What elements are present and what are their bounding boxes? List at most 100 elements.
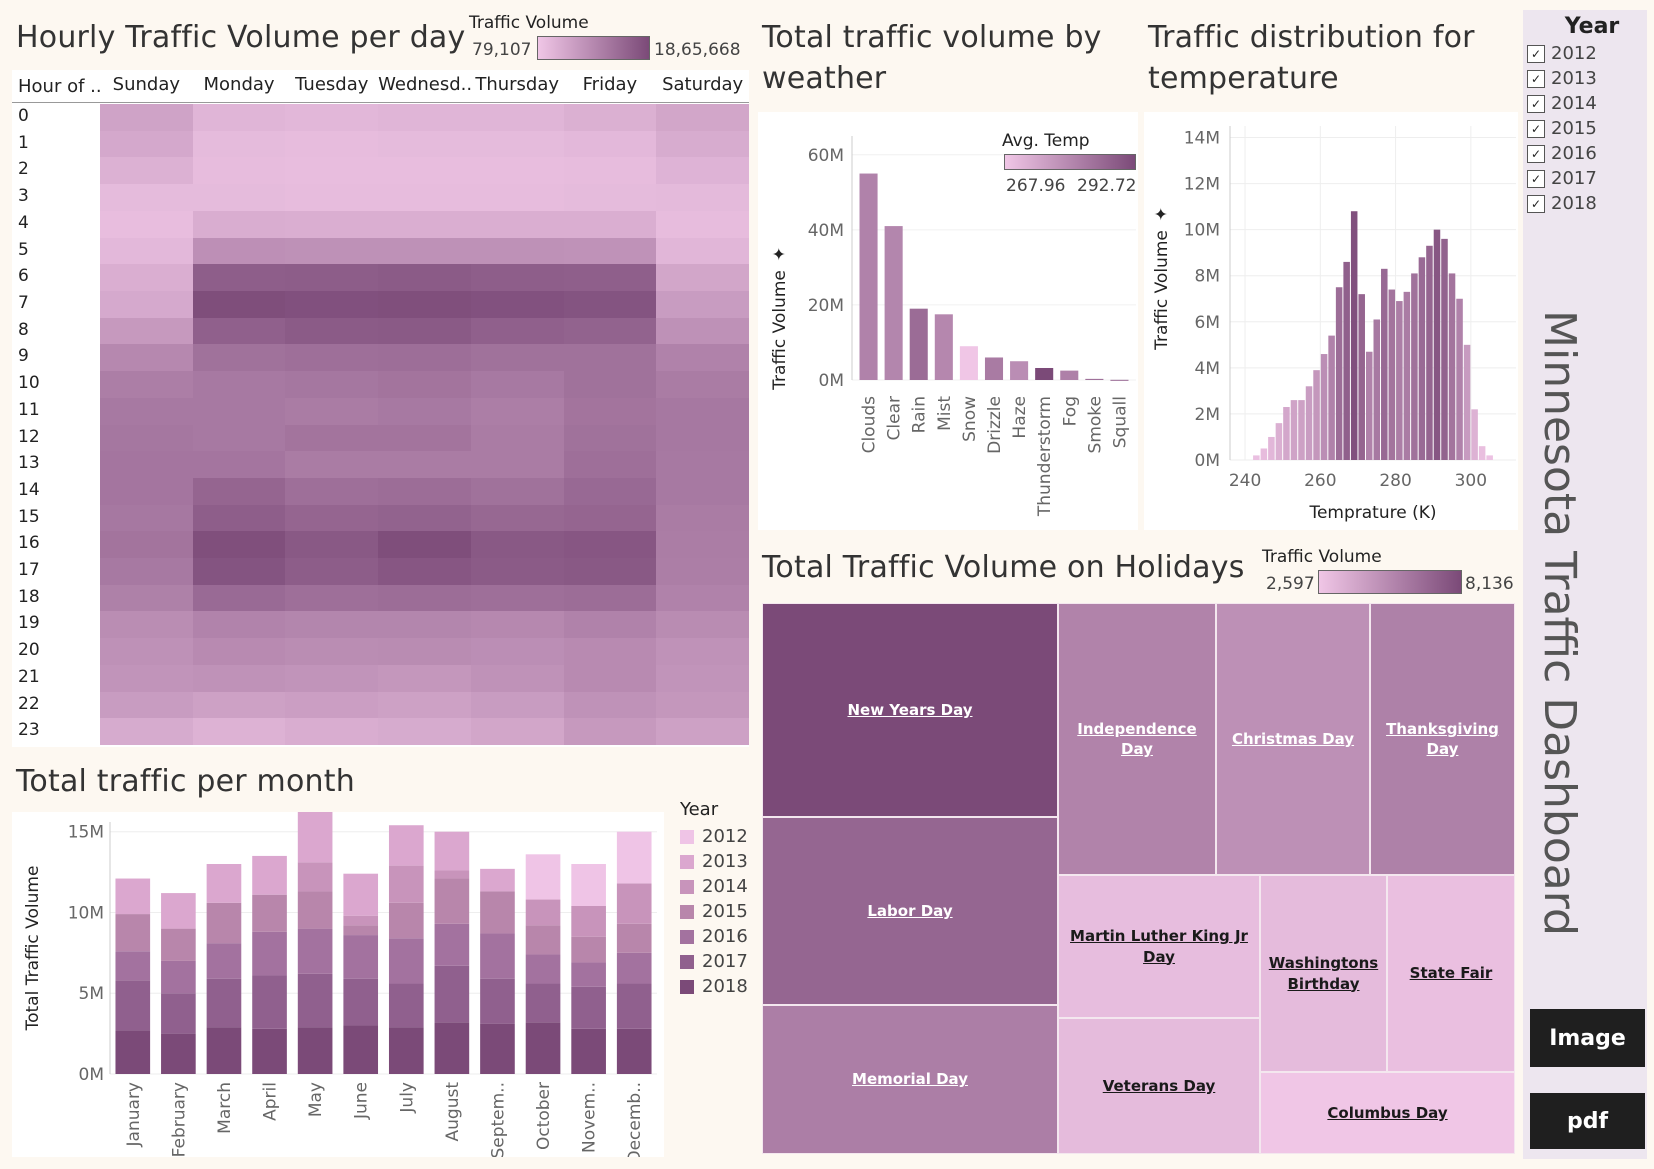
checkbox-icon[interactable]: ✓ [1527, 169, 1545, 188]
monthly-xtick: May [306, 1082, 326, 1117]
heatmap-cell [378, 558, 472, 586]
monthly-panel: 0M 5M 10M 15M Total Traffic Volume January Feb… [12, 810, 664, 1164]
monthly-bar-segment [480, 978, 515, 1024]
monthly-bar-segment [388, 983, 424, 1028]
monthly-bar-segment [252, 931, 287, 976]
monthly-bar-segment [206, 864, 242, 903]
heatmap-cell [378, 130, 472, 158]
legend-label: 2013 [702, 851, 748, 872]
monthly-bar-segment [571, 936, 606, 963]
weather-bar [1010, 361, 1029, 380]
monthly-bar-segment [525, 899, 561, 926]
checkbox-icon[interactable]: ✓ [1527, 194, 1545, 213]
monthly-bar-segment [388, 825, 424, 866]
temperature-bar [1313, 370, 1320, 460]
treemap-node[interactable]: New Years Day [762, 603, 1058, 817]
treemap-node[interactable]: Memorial Day [762, 1005, 1058, 1154]
treemap-node[interactable]: Christmas Day [1216, 603, 1370, 875]
treemap-node[interactable]: Veterans Day [1058, 1018, 1260, 1154]
treemap-node[interactable]: State Fair [1387, 875, 1515, 1072]
heatmap-cell [285, 104, 379, 132]
heatmap-cell [656, 424, 750, 452]
year-filter-option[interactable]: ✓ 2015 [1527, 116, 1647, 141]
temperature-bar [1381, 268, 1388, 460]
temperature-bar [1358, 294, 1365, 460]
year-filter-option[interactable]: ✓ 2018 [1527, 191, 1647, 216]
checkbox-icon[interactable]: ✓ [1527, 44, 1545, 63]
heatmap-cell [285, 237, 379, 265]
heatmap-cell [192, 397, 286, 425]
heatmap-cell [378, 451, 472, 479]
monthly-bar-segment [297, 973, 333, 1028]
treemap-node[interactable]: Independence Day [1058, 603, 1216, 875]
heatmap-day-header: Monday [203, 74, 275, 95]
treemap-node-label: Martin Luther King Jr Day [1070, 927, 1248, 966]
legend-label: 2018 [702, 976, 748, 997]
year-filter-option[interactable]: ✓ 2013 [1527, 66, 1647, 91]
year-filter-option[interactable]: ✓ 2014 [1527, 91, 1647, 116]
image-export-button[interactable]: Image [1530, 1009, 1645, 1067]
pin-icon: ✦ [770, 247, 790, 261]
temperature-bar [1418, 257, 1426, 460]
heatmap-panel: Hour of .. [12, 70, 750, 747]
monthly-bar-segment [343, 978, 379, 1026]
monthly-bar-segment [480, 868, 515, 892]
year-filter-label: 2012 [1551, 43, 1597, 64]
heatmap-hour-label: 22 [18, 693, 40, 714]
year-filter-option[interactable]: ✓ 2012 [1527, 41, 1647, 66]
treemap-node-label: Veterans Day [1102, 1076, 1216, 1095]
heatmap-cell [563, 664, 657, 693]
monthly-bar-segment [571, 906, 606, 937]
heatmap-cell [192, 664, 286, 693]
heatmap-cell [100, 638, 194, 666]
year-filter-option[interactable]: ✓ 2017 [1527, 166, 1647, 191]
heatmap-corner-header: Hour of .. [18, 76, 102, 97]
pdf-export-button[interactable]: pdf [1530, 1093, 1645, 1149]
checkbox-icon[interactable]: ✓ [1527, 119, 1545, 138]
heatmap-hour-label: 11 [18, 399, 40, 420]
temperature-bar [1486, 455, 1493, 460]
checkbox-icon[interactable]: ✓ [1527, 69, 1545, 88]
heatmap-cell [470, 558, 565, 586]
heatmap-cell [470, 264, 565, 292]
weather-xtick: Squall [1110, 396, 1130, 448]
monthly-bar-segment [525, 1022, 561, 1074]
heatmap-legend-title: Traffic Volume [469, 13, 589, 33]
monthly-bar-segment [571, 1028, 606, 1074]
monthly-xtick: March [215, 1082, 235, 1134]
year-filter-label: 2016 [1551, 143, 1597, 164]
heatmap-cell [563, 718, 657, 746]
weather-xtick: Haze [1010, 396, 1030, 439]
monthly-bar-segment [480, 933, 515, 979]
treemap-node[interactable]: Martin Luther King Jr Day [1058, 875, 1260, 1018]
heatmap-title: Hourly Traffic Volume per day [16, 20, 466, 55]
temperature-bar [1290, 400, 1298, 460]
checkbox-icon[interactable]: ✓ [1527, 144, 1545, 163]
heatmap-cell [470, 104, 565, 132]
treemap-node[interactable]: Labor Day [762, 817, 1058, 1005]
heatmap-cell [100, 451, 194, 479]
heatmap-cell [470, 691, 565, 719]
treemap-node[interactable]: Columbus Day [1260, 1072, 1515, 1154]
heatmap-cell [285, 397, 379, 425]
heatmap-cell [285, 638, 379, 666]
heatmap-cell [656, 664, 750, 693]
heatmap-cell [656, 317, 750, 345]
heatmap-hour-label: 1 [18, 132, 29, 153]
treemap-node[interactable]: Thanksgiving Day [1370, 603, 1515, 875]
heatmap-cell [100, 584, 194, 612]
weather-bar [1085, 378, 1104, 380]
year-filter-option[interactable]: ✓ 2016 [1527, 141, 1647, 166]
temperature-xtick: 280 [1379, 471, 1411, 491]
heatmap-cell [378, 104, 472, 132]
monthly-bar-segment [297, 891, 333, 929]
heatmap-cell [378, 611, 472, 639]
monthly-bar-segment [161, 928, 196, 961]
heatmap-hour-label: 2 [18, 159, 29, 180]
holidays-treemap: New Years Day Labor Day Memorial Day Indepe… [762, 603, 1515, 1154]
monthly-bar-segment [297, 928, 333, 974]
checkbox-icon[interactable]: ✓ [1527, 94, 1545, 113]
temperature-bar [1305, 386, 1313, 460]
heatmap-cell [285, 477, 379, 506]
treemap-node[interactable]: Washingtons Birthday [1260, 875, 1387, 1072]
